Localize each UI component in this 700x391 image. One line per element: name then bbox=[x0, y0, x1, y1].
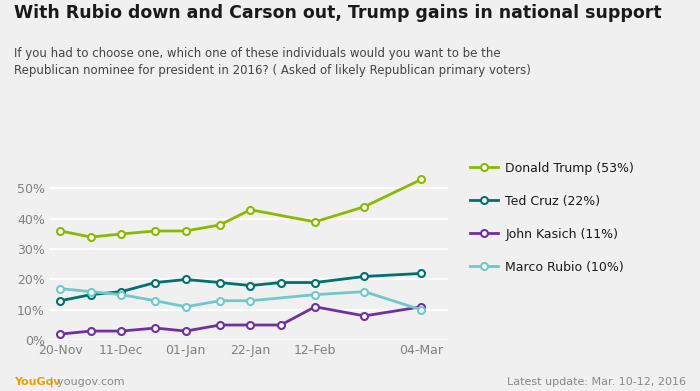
Marco Rubio (10%) bbox=[117, 292, 125, 297]
Ted Cruz (22%) bbox=[417, 271, 426, 276]
Marco Rubio (10%) bbox=[246, 298, 255, 303]
Marco Rubio (10%) bbox=[151, 298, 160, 303]
Line: John Kasich (11%): John Kasich (11%) bbox=[57, 303, 425, 337]
John Kasich (11%) bbox=[246, 323, 255, 327]
Ted Cruz (22%) bbox=[151, 280, 160, 285]
Line: Ted Cruz (22%): Ted Cruz (22%) bbox=[57, 270, 425, 304]
Ted Cruz (22%) bbox=[311, 280, 319, 285]
Donald Trump (53%) bbox=[181, 229, 190, 233]
Ted Cruz (22%) bbox=[216, 280, 224, 285]
John Kasich (11%) bbox=[151, 326, 160, 330]
Ted Cruz (22%) bbox=[360, 274, 369, 279]
Donald Trump (53%) bbox=[216, 222, 224, 227]
John Kasich (11%) bbox=[360, 314, 369, 318]
Legend: Donald Trump (53%), Ted Cruz (22%), John Kasich (11%), Marco Rubio (10%): Donald Trump (53%), Ted Cruz (22%), John… bbox=[470, 161, 634, 274]
Text: Latest update: Mar. 10-12, 2016: Latest update: Mar. 10-12, 2016 bbox=[507, 377, 686, 387]
Donald Trump (53%) bbox=[151, 229, 160, 233]
Donald Trump (53%) bbox=[117, 231, 125, 236]
John Kasich (11%) bbox=[87, 329, 95, 334]
Text: YouGov: YouGov bbox=[14, 377, 60, 387]
John Kasich (11%) bbox=[117, 329, 125, 334]
Line: Donald Trump (53%): Donald Trump (53%) bbox=[57, 176, 425, 240]
Donald Trump (53%) bbox=[87, 235, 95, 239]
Ted Cruz (22%) bbox=[181, 277, 190, 282]
John Kasich (11%) bbox=[417, 305, 426, 309]
Text: With Rubio down and Carson out, Trump gains in national support: With Rubio down and Carson out, Trump ga… bbox=[14, 4, 662, 22]
Donald Trump (53%) bbox=[360, 204, 369, 209]
Marco Rubio (10%) bbox=[216, 298, 224, 303]
Ted Cruz (22%) bbox=[246, 283, 255, 288]
Line: Marco Rubio (10%): Marco Rubio (10%) bbox=[57, 285, 425, 313]
John Kasich (11%) bbox=[56, 332, 64, 336]
Donald Trump (53%) bbox=[56, 229, 64, 233]
Ted Cruz (22%) bbox=[87, 292, 95, 297]
Marco Rubio (10%) bbox=[360, 289, 369, 294]
Marco Rubio (10%) bbox=[56, 286, 64, 291]
Ted Cruz (22%) bbox=[56, 298, 64, 303]
John Kasich (11%) bbox=[216, 323, 224, 327]
John Kasich (11%) bbox=[311, 305, 319, 309]
Marco Rubio (10%) bbox=[417, 307, 426, 312]
Marco Rubio (10%) bbox=[181, 305, 190, 309]
Donald Trump (53%) bbox=[417, 177, 426, 182]
Marco Rubio (10%) bbox=[311, 292, 319, 297]
Ted Cruz (22%) bbox=[117, 289, 125, 294]
Text: | yougov.com: | yougov.com bbox=[50, 377, 125, 387]
Ted Cruz (22%) bbox=[276, 280, 285, 285]
Marco Rubio (10%) bbox=[87, 289, 95, 294]
Donald Trump (53%) bbox=[246, 207, 255, 212]
Donald Trump (53%) bbox=[311, 219, 319, 224]
John Kasich (11%) bbox=[276, 323, 285, 327]
John Kasich (11%) bbox=[181, 329, 190, 334]
Text: If you had to choose one, which one of these individuals would you want to be th: If you had to choose one, which one of t… bbox=[14, 47, 531, 77]
